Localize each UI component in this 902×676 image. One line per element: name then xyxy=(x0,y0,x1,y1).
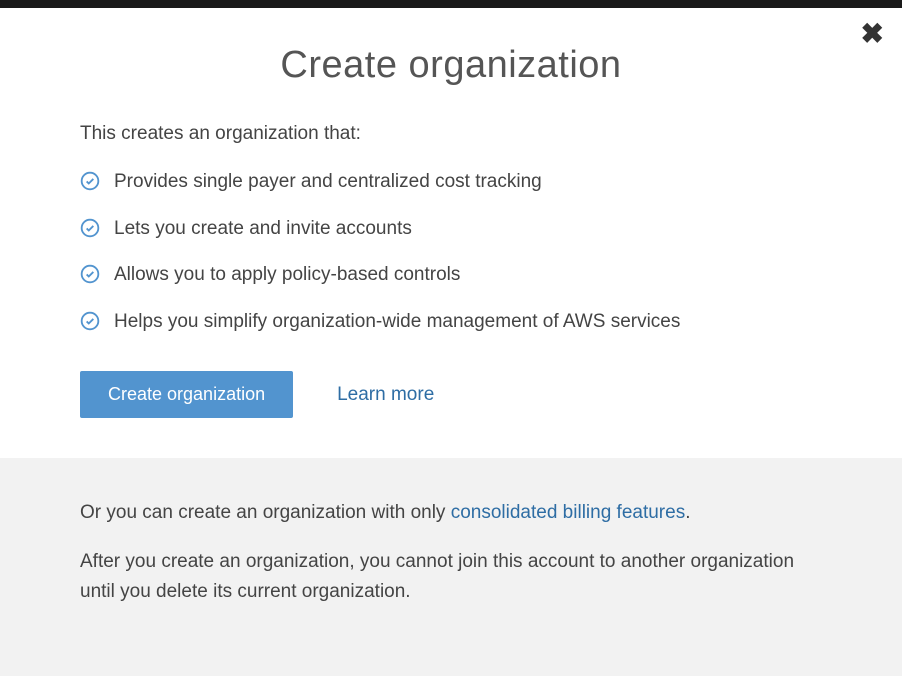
footer-line-2: After you create an organization, you ca… xyxy=(80,547,822,608)
check-circle-icon xyxy=(80,218,100,238)
intro-text: This creates an organization that: xyxy=(80,123,822,145)
create-organization-modal: ✖ Create organization This creates an or… xyxy=(0,8,902,676)
modal-content: This creates an organization that: Provi… xyxy=(0,123,902,458)
footer-text-suffix: . xyxy=(685,502,690,523)
modal-footer: Or you can create an organization with o… xyxy=(0,458,902,675)
feature-text: Helps you simplify organization-wide man… xyxy=(114,309,680,336)
modal-title: Create organization xyxy=(0,8,902,123)
feature-item: Provides single payer and centralized co… xyxy=(80,169,822,196)
check-circle-icon xyxy=(80,264,100,284)
top-bar xyxy=(0,0,902,8)
learn-more-link[interactable]: Learn more xyxy=(337,384,434,406)
feature-item: Allows you to apply policy-based control… xyxy=(80,262,822,289)
feature-text: Provides single payer and centralized co… xyxy=(114,169,542,196)
check-circle-icon xyxy=(80,171,100,191)
check-circle-icon xyxy=(80,311,100,331)
feature-text: Allows you to apply policy-based control… xyxy=(114,262,460,289)
feature-text: Lets you create and invite accounts xyxy=(114,216,412,243)
consolidated-billing-link[interactable]: consolidated billing features xyxy=(451,502,686,523)
feature-item: Lets you create and invite accounts xyxy=(80,216,822,243)
feature-item: Helps you simplify organization-wide man… xyxy=(80,309,822,336)
footer-text-prefix: Or you can create an organization with o… xyxy=(80,502,451,523)
footer-line-1: Or you can create an organization with o… xyxy=(80,498,822,528)
feature-list: Provides single payer and centralized co… xyxy=(80,169,822,335)
close-icon[interactable]: ✖ xyxy=(861,20,884,48)
button-row: Create organization Learn more xyxy=(80,371,822,418)
create-organization-button[interactable]: Create organization xyxy=(80,371,293,418)
